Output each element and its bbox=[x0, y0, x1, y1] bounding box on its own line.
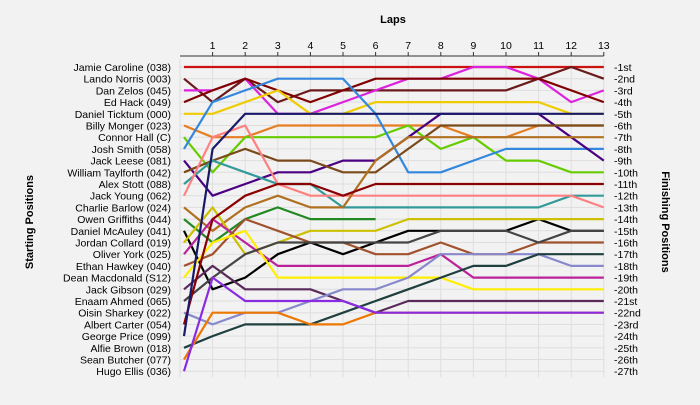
driver-label: Daniel McAuley (041) bbox=[71, 226, 171, 238]
lap-tick-label: 13 bbox=[598, 40, 610, 52]
finish-position-label: -17th bbox=[614, 249, 638, 261]
series-line bbox=[183, 136, 604, 232]
driver-label: Jamie Caroline (038) bbox=[74, 62, 171, 74]
finish-position-label: -19th bbox=[614, 273, 638, 285]
driver-label: Jack Leese (081) bbox=[90, 156, 171, 168]
finish-position-label: -21st bbox=[614, 296, 637, 308]
driver-label: Josh Smith (058) bbox=[92, 144, 171, 156]
driver-label: Enaam Ahmed (065) bbox=[75, 296, 171, 308]
driver-label: Jack Young (062) bbox=[90, 191, 171, 203]
lap-tick-label: 12 bbox=[565, 40, 577, 52]
driver-label: William Taylforth (042) bbox=[67, 167, 171, 179]
series-line bbox=[183, 253, 604, 349]
series-line bbox=[183, 77, 605, 104]
finish-position-label: -11th bbox=[614, 179, 637, 191]
lap-tick-label: 3 bbox=[275, 40, 281, 52]
lap-tick-label: 10 bbox=[500, 40, 512, 52]
finish-position-label: -24th bbox=[614, 331, 638, 343]
finish-position-label: -14th bbox=[614, 214, 638, 226]
grid bbox=[179, 55, 605, 378]
finish-position-label: -8th bbox=[614, 144, 632, 156]
finish-position-label: -27th bbox=[614, 366, 638, 378]
driver-label: Jack Gibson (029) bbox=[86, 284, 171, 296]
series-lines bbox=[182, 65, 605, 372]
finish-position-label: -1st bbox=[614, 62, 632, 74]
finish-position-label: -15th bbox=[614, 226, 638, 238]
lap-tick-label: 11 bbox=[533, 40, 544, 52]
finish-position-label: -4th bbox=[614, 97, 632, 109]
driver-label: Oliver York (025) bbox=[93, 249, 171, 261]
driver-label: Jordan Collard (019) bbox=[75, 238, 171, 250]
driver-label: Charlie Barlow (024) bbox=[75, 202, 171, 214]
finish-position-label: -10th bbox=[614, 167, 638, 179]
driver-label: Daniel Ticktum (000) bbox=[75, 109, 171, 121]
finish-position-label: -26th bbox=[614, 355, 638, 367]
lap-tick-label: 7 bbox=[405, 40, 411, 52]
series-line bbox=[183, 218, 604, 279]
finish-position-label: -3rd bbox=[614, 85, 633, 97]
finish-position-label: -20th bbox=[614, 284, 638, 296]
driver-label: Sean Butcher (077) bbox=[80, 355, 171, 367]
driver-label: Ed Hack (049) bbox=[104, 97, 171, 109]
lap-tick-label: 6 bbox=[373, 40, 379, 52]
lap-tick-label: 9 bbox=[470, 40, 476, 52]
finish-position-label: -13th bbox=[614, 202, 638, 214]
driver-label: Alfie Brown (018) bbox=[90, 343, 171, 355]
y-axis-label-left: Starting Positions bbox=[24, 175, 36, 269]
series-line bbox=[183, 229, 604, 291]
chart-title: Laps bbox=[380, 14, 406, 26]
series-line bbox=[183, 124, 604, 174]
driver-label: Oisin Sharkey (022) bbox=[78, 308, 171, 320]
finish-position-label: -22nd bbox=[614, 308, 641, 320]
lap-tick-label: 5 bbox=[340, 40, 346, 52]
finish-position-label: -6th bbox=[614, 121, 632, 133]
y-axis-label-right: Finishing Positions bbox=[659, 171, 671, 272]
series-line bbox=[183, 65, 605, 104]
driver-label: Dean Macdonald (S12) bbox=[63, 273, 171, 285]
driver-label: Connor Hall (C) bbox=[98, 132, 171, 144]
series-line bbox=[182, 182, 604, 325]
series-line bbox=[183, 218, 604, 291]
finish-position-label: -9th bbox=[614, 156, 632, 168]
lap-tick-label: 2 bbox=[242, 40, 248, 52]
driver-label: Owen Griffiths (044) bbox=[77, 214, 171, 226]
series-line bbox=[182, 112, 604, 337]
driver-label: Ethan Hawkey (040) bbox=[76, 261, 171, 273]
finish-position-label: -12th bbox=[614, 191, 638, 203]
finish-position-label: -23rd bbox=[614, 319, 639, 331]
finish-position-label: -25th bbox=[614, 343, 638, 355]
driver-label: Dan Zelos (045) bbox=[96, 85, 171, 97]
series-line bbox=[182, 276, 604, 372]
series-line bbox=[184, 89, 604, 115]
finish-position-label: -2nd bbox=[614, 74, 635, 86]
driver-label: Alex Stott (088) bbox=[99, 179, 171, 191]
lap-tick-label: 1 bbox=[210, 40, 216, 52]
lap-tick-label: 8 bbox=[438, 40, 444, 52]
driver-label: Hugo Ellis (036) bbox=[96, 366, 171, 378]
series-line bbox=[183, 229, 604, 302]
driver-label: George Price (099) bbox=[82, 331, 171, 343]
finish-position-label: -7th bbox=[614, 132, 632, 144]
driver-label: Albert Carter (054) bbox=[84, 319, 171, 331]
series-line bbox=[183, 124, 605, 209]
series-line bbox=[183, 264, 604, 314]
series-line bbox=[183, 77, 604, 174]
finish-position-label: -16th bbox=[614, 238, 638, 250]
driver-label: Billy Monger (023) bbox=[86, 121, 171, 133]
finish-position-label: -5th bbox=[614, 109, 632, 121]
driver-label: Lando Norris (003) bbox=[83, 74, 171, 86]
finish-position-label: -18th bbox=[614, 261, 638, 273]
series-line bbox=[183, 159, 604, 209]
series-line bbox=[183, 218, 604, 267]
series-line bbox=[184, 65, 605, 115]
lap-tick-label: 4 bbox=[307, 40, 313, 52]
